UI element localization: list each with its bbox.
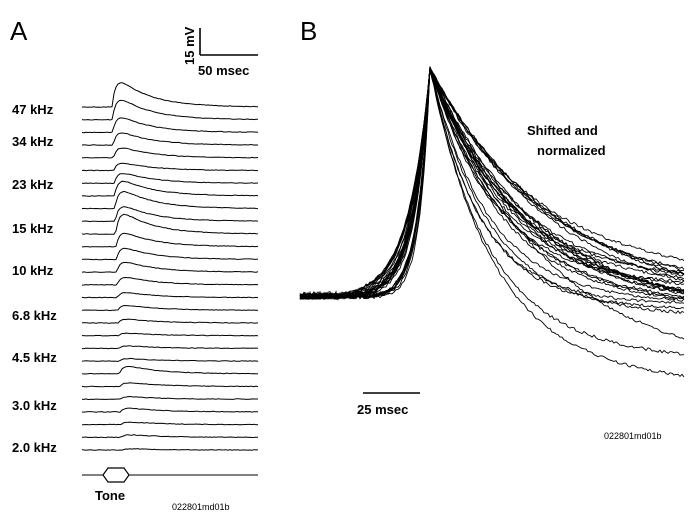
frequency-label: 23 kHz — [12, 177, 54, 192]
panel-b-trace — [299, 67, 685, 300]
panel-a-trace — [81, 147, 259, 159]
panel-a-traces — [81, 82, 259, 451]
panel-a-trace — [81, 190, 259, 210]
panel-a-trace — [81, 448, 258, 451]
panel-a-trace — [81, 382, 259, 388]
frequency-label: 2.0 kHz — [12, 440, 57, 455]
panel-a-trace — [81, 132, 259, 146]
panel-a-file-label: 022801md01b — [172, 502, 230, 512]
panel-a-trace — [81, 357, 259, 362]
panel-b-annotation-line-1: Shifted and — [527, 123, 598, 138]
panel-a-trace — [81, 173, 259, 185]
panel-a-stimulus-marker: Tone 022801md01b — [82, 467, 258, 512]
panel-b-trace — [299, 68, 685, 300]
panel-a-trace — [81, 99, 258, 121]
panel-a-trace — [81, 82, 258, 108]
panel-b-trace — [299, 68, 685, 340]
panel-a-trace — [81, 213, 259, 235]
panel-a-trace — [81, 232, 259, 248]
frequency-label: 47 kHz — [12, 102, 54, 117]
panel-a-letter: A — [10, 16, 28, 46]
panel-a-trace — [81, 395, 258, 401]
panel-b-trace — [299, 67, 685, 300]
panel-b-trace — [299, 67, 685, 356]
panel-a-scale-y-label: 15 mV — [182, 26, 197, 65]
panel-b-trace — [299, 67, 685, 300]
panel-a-trace — [82, 366, 259, 375]
panel-b-trace — [299, 67, 685, 315]
panel-b-letter: B — [300, 16, 317, 46]
panel-a-trace — [81, 421, 259, 426]
panel-b-file-label: 022801md01b — [604, 431, 662, 441]
panel-a-trace — [81, 304, 259, 312]
frequency-label: 34 kHz — [12, 134, 54, 149]
panel-b-annotation-line-2: normalized — [537, 143, 606, 158]
panel-a-trace — [81, 407, 258, 413]
panel-a-trace — [81, 117, 259, 134]
tone-pulse-shape — [102, 467, 130, 483]
panel-a-scale-bar: 15 mV 50 msec — [182, 26, 258, 78]
panel-a-trace — [82, 332, 259, 337]
panel-a-trace — [81, 318, 259, 324]
panel-a-scale-x-label: 50 msec — [198, 63, 249, 78]
panel-a-trace — [81, 247, 259, 261]
panel-b-traces — [299, 66, 685, 378]
panel-b-scale-x-label: 25 msec — [357, 402, 408, 417]
panel-a-trace — [82, 345, 259, 350]
panel-a-trace — [81, 276, 259, 286]
frequency-label: 10 kHz — [12, 263, 54, 278]
panel-a-trace — [81, 292, 259, 299]
panel-b-trace — [299, 68, 685, 300]
panel-b-scale-bar: 25 msec 022801md01b — [357, 392, 662, 441]
frequency-label: 4.5 kHz — [12, 350, 57, 365]
panel-a-trace — [82, 434, 258, 439]
panel-a-trace — [81, 261, 259, 273]
panel-b-trace — [299, 66, 685, 301]
frequency-label: 6.8 kHz — [12, 308, 57, 323]
panel-a-trace — [81, 162, 258, 172]
panel-a-trace — [81, 206, 259, 223]
tone-label: Tone — [95, 488, 125, 503]
panel-a-frequency-labels: 47 kHz 34 kHz 23 kHz 15 kHz 10 kHz 6.8 kHz 4.5… — [12, 102, 57, 455]
frequency-label: 15 kHz — [12, 221, 54, 236]
panel-a-trace — [81, 180, 259, 197]
panel-b-trace — [299, 68, 685, 302]
panel-b-trace — [299, 68, 685, 378]
panel-b-trace — [299, 67, 685, 300]
frequency-label: 3.0 kHz — [12, 398, 57, 413]
